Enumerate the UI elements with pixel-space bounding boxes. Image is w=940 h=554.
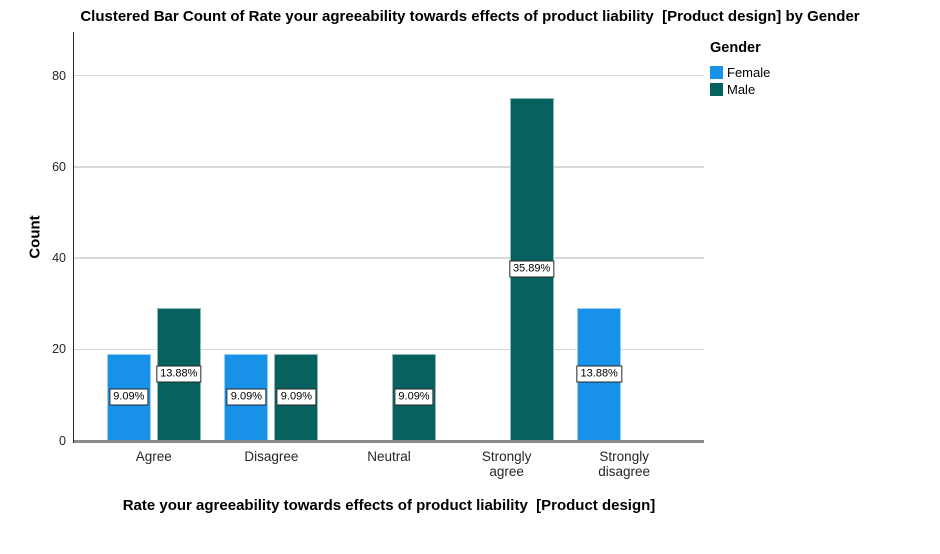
x-axis-line [74,439,704,443]
bar-label-female-agree: 9.09% [109,388,149,406]
y-tick-60: 60 [52,159,66,174]
x-tick-strongly-agree: Strongly agree [481,449,532,479]
bar-label-male-agree: 13.88% [156,365,202,383]
legend-item-male: Male [710,81,930,98]
y-axis-title: Count [26,215,44,259]
bar-label-male-neutral: 9.09% [394,388,434,406]
x-tick-neutral: Neutral [367,449,411,464]
chart-title: Clustered Bar Count of Rate your agreeab… [80,8,860,25]
legend-swatch-male [710,83,723,96]
x-tick-disagree: Disagree [244,449,299,464]
y-axis-line [72,32,74,443]
legend: Gender Female Male [710,40,930,98]
bar-label-female-disagree: 9.09% [226,388,266,406]
bar-label-male-strongly-agree: 35.89% [508,260,555,278]
x-tick-agree: Agree [135,449,172,464]
legend-title: Gender [710,40,761,56]
y-tick-20: 20 [52,342,66,357]
x-tick-strongly-disagree: Strongly disagree [598,449,651,479]
legend-items: Female Male [710,64,930,98]
x-axis-title: Rate your agreeability towards effects o… [122,497,656,514]
legend-item-female: Female [710,64,930,81]
y-tick-40: 40 [52,251,66,265]
bar-label-female-strongly-disagree: 13.88% [576,365,622,383]
bar-label-male-disagree: 9.09% [276,388,316,406]
y-tick-80: 80 [52,68,66,83]
legend-label-male: Male [727,82,756,97]
y-tick-0: 0 [59,433,66,448]
legend-swatch-female [710,66,723,79]
legend-label-female: Female [727,65,771,80]
gridline-20 [74,348,704,350]
gridline-40 [74,257,704,259]
gridline-60 [74,166,704,168]
gridline-80 [74,74,704,77]
